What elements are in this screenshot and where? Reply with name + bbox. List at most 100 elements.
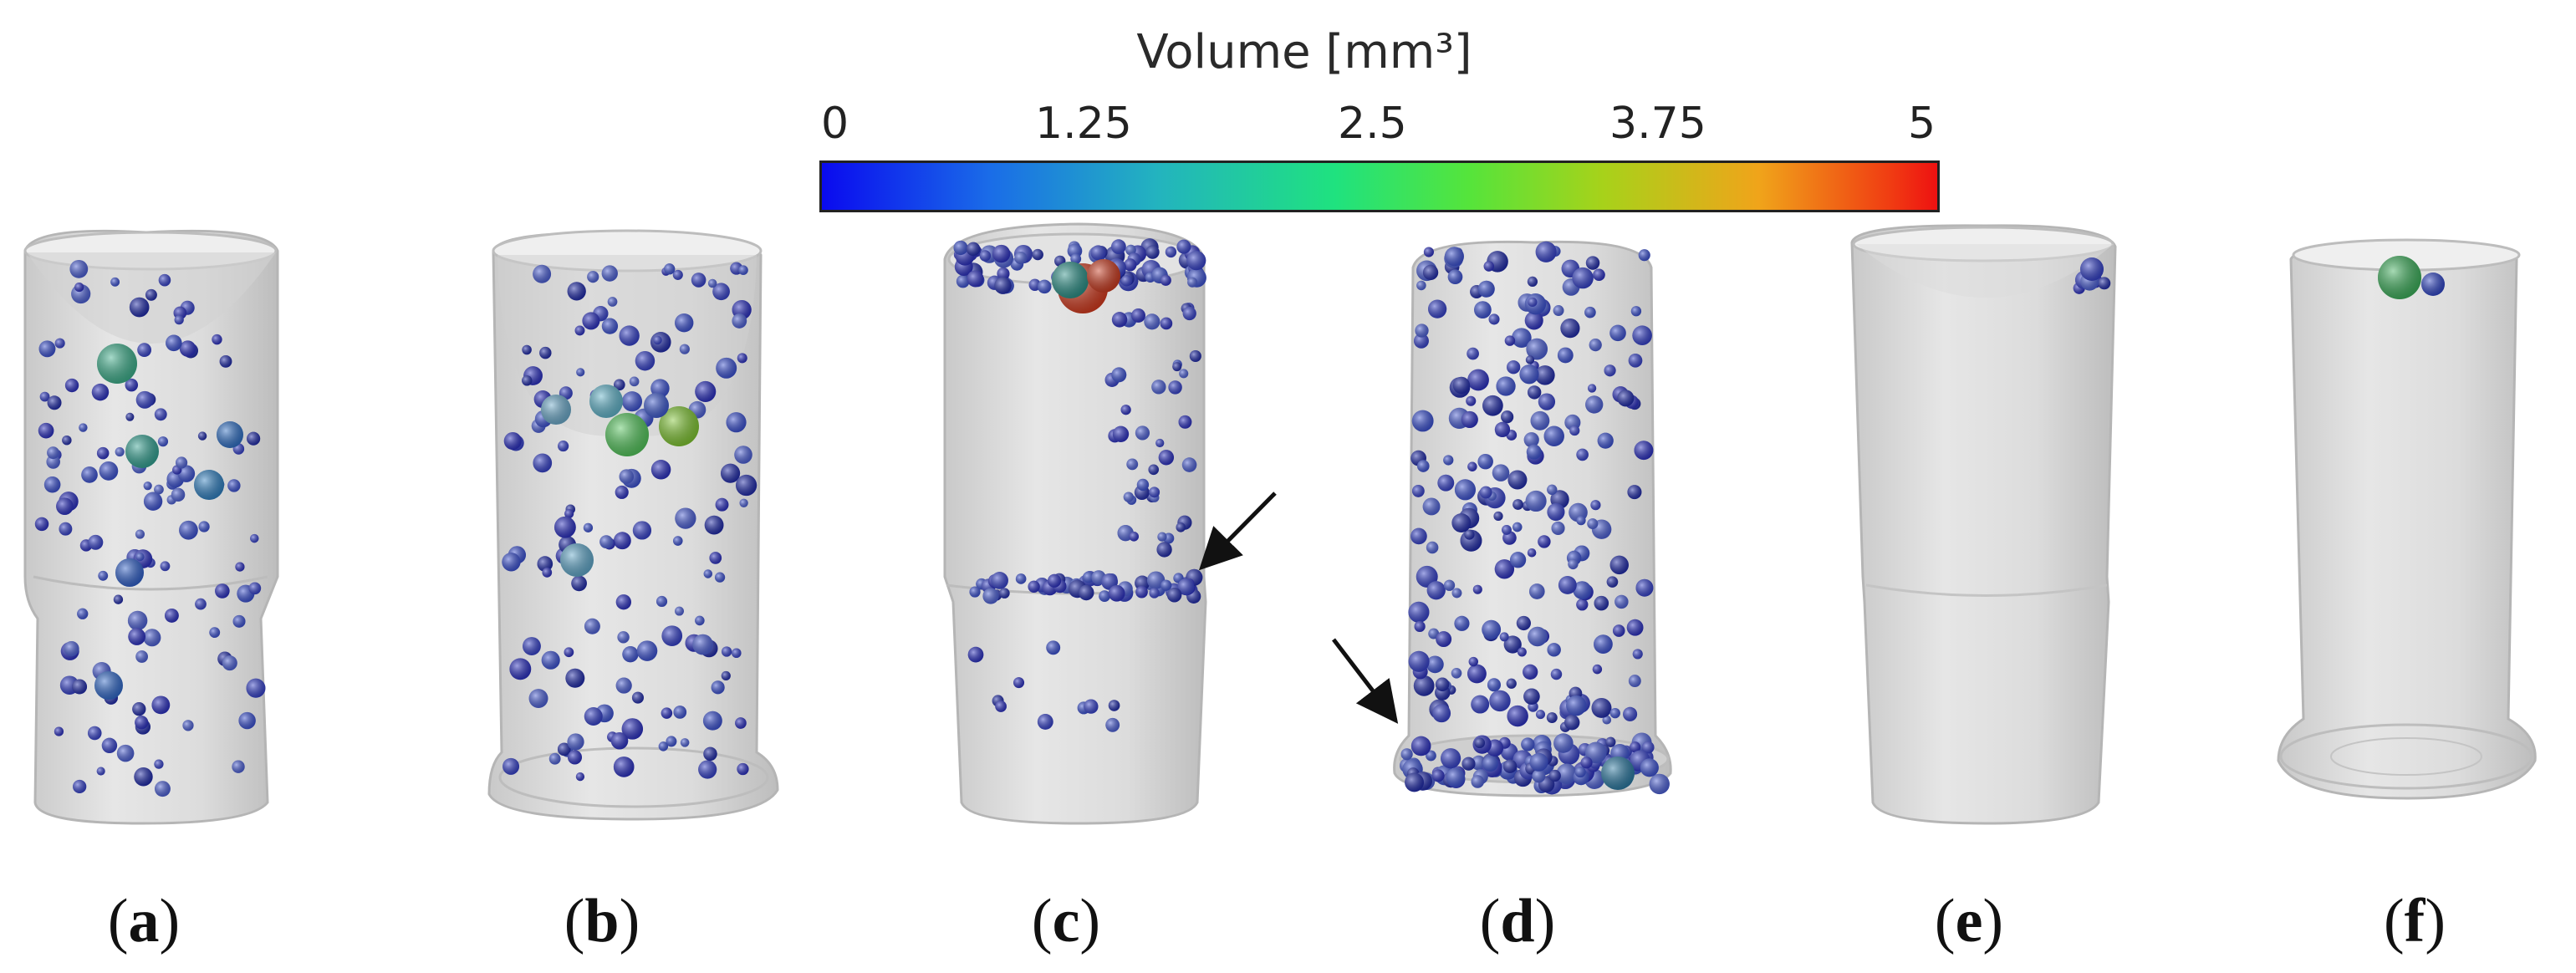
colorbar-tick-2: 2.5	[1338, 99, 1407, 149]
pore-shading	[1105, 717, 1120, 732]
pore-shading	[1454, 615, 1470, 631]
pore-shading	[1649, 773, 1670, 795]
pore-shading	[47, 446, 59, 460]
pore-shading	[1444, 247, 1464, 267]
pore-shading	[1413, 333, 1429, 349]
pore-shading	[1509, 552, 1527, 568]
pore-shading	[135, 390, 154, 409]
pore-shading	[1547, 643, 1561, 657]
pore-shading	[1451, 513, 1472, 532]
pore-shading	[1496, 376, 1516, 396]
pore-shading	[1087, 259, 1120, 293]
pore-shading	[631, 691, 644, 704]
pore-shading	[96, 767, 105, 776]
pore-shading	[1557, 347, 1574, 364]
pore-shading	[1502, 524, 1512, 535]
pore-shading	[1487, 678, 1502, 692]
pores-layer	[34, 238, 2445, 797]
pore-shading	[1464, 529, 1475, 540]
pore-shading	[575, 772, 585, 782]
arrow-pointer-c	[1198, 492, 1277, 571]
pore-shading	[72, 679, 88, 695]
pore-shading	[703, 569, 713, 578]
pore-shading	[661, 707, 673, 719]
pore-shading	[967, 646, 984, 663]
pore-shading	[567, 750, 583, 765]
pore-shading	[735, 717, 747, 729]
pore-shading	[157, 436, 169, 447]
pore-shading	[1632, 649, 1643, 660]
pore-shading	[522, 637, 541, 655]
pore-shading	[1182, 306, 1196, 321]
pore-shading	[1641, 741, 1655, 754]
pore-shading	[1592, 664, 1603, 675]
pore-shading	[1556, 763, 1577, 785]
pore-shading	[653, 335, 662, 345]
pore-shading	[1187, 277, 1198, 288]
pore-shading	[1576, 599, 1589, 611]
arrow-pointer-d	[1332, 638, 1399, 724]
pore-shading	[714, 572, 726, 583]
pore-shading	[1630, 741, 1641, 753]
pore-shading	[1507, 360, 1521, 374]
pore-shading	[558, 441, 569, 452]
pore-shading	[613, 756, 635, 777]
pore-shading	[1472, 584, 1482, 594]
pore-shading	[77, 608, 89, 619]
pore-shading	[953, 240, 968, 256]
pore-shading	[1166, 587, 1182, 603]
pore-shading	[1483, 261, 1494, 272]
pore-shading	[1521, 737, 1535, 751]
pore-shading	[1411, 410, 1434, 432]
pore-shading	[1589, 338, 1602, 352]
pore-shading	[1037, 279, 1052, 294]
pore-shading	[164, 608, 179, 623]
pore-shading	[232, 614, 246, 628]
pore-shading	[1135, 425, 1150, 441]
pore-shading	[46, 455, 60, 469]
pore-shading	[1593, 268, 1605, 282]
pore-shading	[99, 461, 119, 481]
pore-shading	[1548, 769, 1561, 782]
pore-shading	[737, 762, 749, 776]
pore-shading	[615, 677, 632, 694]
pore-shading	[613, 532, 631, 550]
pore-shading	[619, 325, 640, 346]
pore-shading	[1535, 365, 1555, 385]
pore-shading	[194, 470, 224, 500]
pore-shading	[1523, 664, 1538, 680]
pore-shading	[992, 244, 1011, 263]
pore-shading	[715, 497, 729, 512]
pore-shading	[621, 391, 643, 412]
pore-shading	[991, 572, 1008, 589]
pore-shading	[1609, 555, 1629, 575]
pore-shading	[1626, 619, 1644, 636]
pore-shading	[1482, 619, 1502, 639]
pore-shading	[1471, 755, 1487, 771]
pore-shading	[1148, 464, 1160, 476]
pore-shading	[675, 313, 694, 333]
pore-shading	[576, 368, 585, 377]
pore-shading	[1604, 364, 1616, 377]
pore-shading	[720, 463, 741, 483]
pore-shading	[1601, 756, 1635, 790]
pore-shading	[1602, 715, 1612, 725]
pore-shading	[1526, 444, 1542, 460]
pore-shading	[135, 553, 145, 562]
pore-shading	[64, 640, 79, 657]
pore-shading	[655, 595, 668, 608]
pore-shading	[1551, 521, 1565, 536]
pore-shading	[1413, 675, 1435, 696]
pore-shading	[1451, 588, 1462, 599]
pore-shading	[171, 487, 186, 502]
pore-shading	[1467, 369, 1489, 391]
pore-shading	[1416, 280, 1426, 291]
pore-shading	[692, 634, 713, 655]
pore-shading	[695, 380, 717, 402]
pore-shading	[1032, 248, 1043, 261]
pore-shading	[115, 558, 144, 587]
pore-shading	[658, 741, 669, 751]
pore-shading	[59, 522, 73, 536]
specimen-a	[23, 229, 279, 825]
pore-shading	[691, 273, 706, 288]
